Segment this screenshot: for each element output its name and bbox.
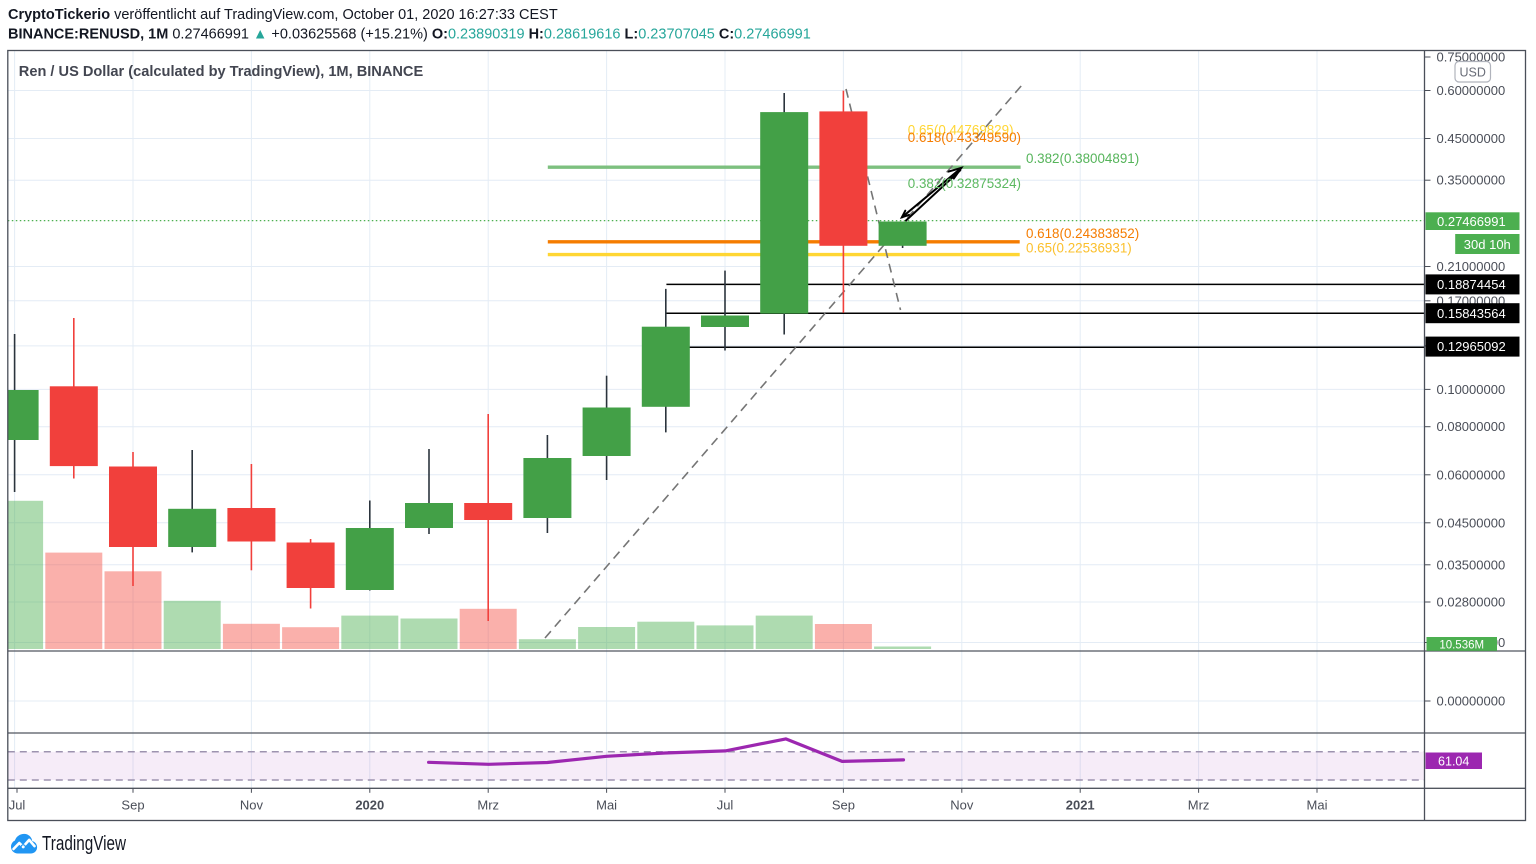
svg-text:2021: 2021: [1066, 798, 1095, 813]
svg-text:0.45000000: 0.45000000: [1437, 131, 1506, 146]
svg-text:Jul: Jul: [717, 798, 734, 813]
svg-text:0.618(0.24383852): 0.618(0.24383852): [1026, 226, 1139, 241]
svg-text:Mai: Mai: [596, 798, 617, 813]
svg-text:0.04500000: 0.04500000: [1437, 515, 1506, 530]
svg-text:30d 10h: 30d 10h: [1464, 237, 1511, 252]
svg-text:0.03500000: 0.03500000: [1437, 557, 1506, 572]
svg-text:0.35000000: 0.35000000: [1437, 173, 1506, 188]
svg-text:Sep: Sep: [121, 798, 144, 813]
svg-text:USD: USD: [1459, 65, 1485, 79]
svg-text:Mrz: Mrz: [477, 798, 499, 813]
svg-text:0.02800000: 0.02800000: [1437, 595, 1506, 610]
svg-text:0.382(0.38004891): 0.382(0.38004891): [1026, 151, 1139, 166]
svg-text:0.382(0.32875324): 0.382(0.32875324): [908, 176, 1021, 191]
svg-text:10.536M: 10.536M: [1439, 639, 1484, 651]
svg-text:2020: 2020: [355, 798, 384, 813]
svg-text:Mai: Mai: [1307, 798, 1328, 813]
svg-text:0.15843564: 0.15843564: [1437, 306, 1506, 321]
svg-text:Nov: Nov: [950, 798, 974, 813]
svg-text:0.18874454: 0.18874454: [1437, 277, 1506, 292]
svg-text:0.618(0.43349590): 0.618(0.43349590): [908, 130, 1021, 145]
svg-text:TradingView: TradingView: [42, 833, 126, 855]
svg-text:BINANCE:RENUSD, 1M 0.27466991: BINANCE:RENUSD, 1M 0.27466991 ▲ +0.03625…: [8, 27, 811, 43]
svg-text:Mrz: Mrz: [1188, 798, 1210, 813]
svg-text:0.21000000: 0.21000000: [1437, 259, 1506, 274]
svg-text:0.06000000: 0.06000000: [1437, 467, 1506, 482]
svg-text:0.65(0.22536931): 0.65(0.22536931): [1026, 241, 1132, 256]
svg-text:0.75000000: 0.75000000: [1437, 50, 1506, 65]
svg-text:0.08000000: 0.08000000: [1437, 419, 1506, 434]
svg-text:0.27466991: 0.27466991: [1437, 214, 1506, 229]
svg-text:61.04: 61.04: [1438, 754, 1469, 768]
svg-text:CryptoTickerio veröffentlicht: CryptoTickerio veröffentlicht auf Tradin…: [8, 7, 558, 23]
svg-text:Sep: Sep: [832, 798, 855, 813]
svg-text:Ren / US Dollar (calculated by: Ren / US Dollar (calculated by TradingVi…: [19, 64, 424, 80]
svg-text:0.00000000: 0.00000000: [1437, 694, 1506, 709]
svg-text:0.65(0.44769829): 0.65(0.44769829): [908, 123, 1014, 138]
svg-text:0.60000000: 0.60000000: [1437, 83, 1506, 98]
svg-text:0.12965092: 0.12965092: [1437, 339, 1506, 354]
svg-text:Jul: Jul: [9, 798, 26, 813]
svg-text:0.10000000: 0.10000000: [1437, 382, 1506, 397]
svg-text:Nov: Nov: [240, 798, 264, 813]
